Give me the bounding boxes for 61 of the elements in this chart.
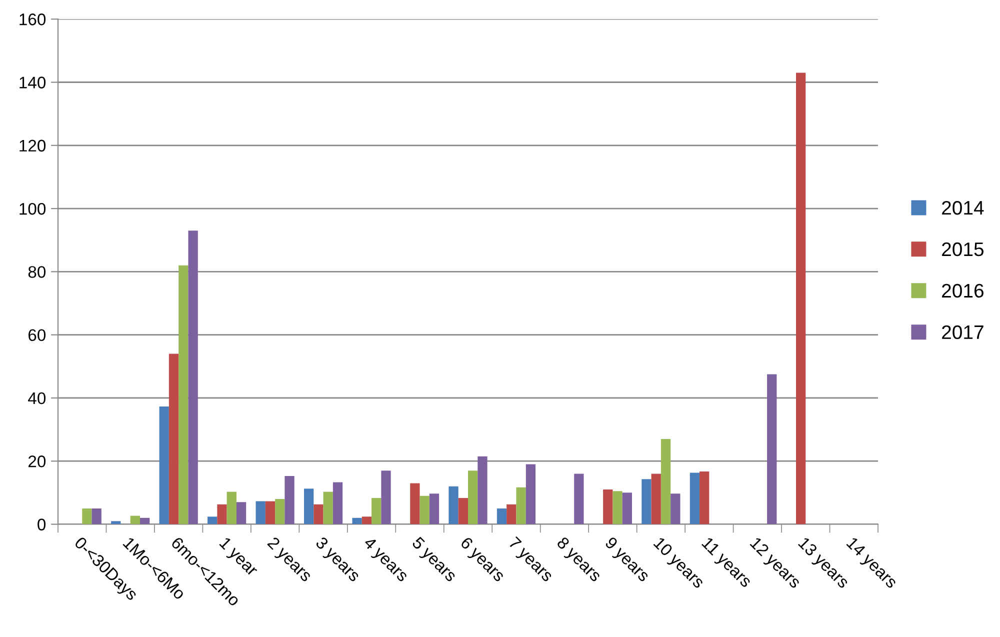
bar [82,508,92,524]
bar [159,406,169,524]
bar [574,474,584,524]
bar [178,265,188,524]
bar [448,486,458,524]
legend-label: 2016 [942,284,984,298]
bar [265,501,276,524]
bar [352,518,362,524]
bar [651,474,661,524]
bar [612,491,622,524]
bar [381,470,391,524]
bar [208,516,218,524]
legend-label: 2015 [942,242,984,256]
y-tick-label: 160 [20,14,46,26]
y-tick-label: 80 [28,266,46,278]
bar [111,521,121,524]
y-tick-label: 140 [20,76,46,88]
bar [516,487,526,524]
bar [603,490,613,524]
bar [458,498,468,524]
bar [796,72,806,524]
y-tick-label: 20 [28,456,46,468]
bar [314,504,324,524]
bar [420,496,430,524]
bar [226,492,236,524]
bar [140,518,150,524]
legend-label: 2017 [942,325,984,340]
bar [468,470,478,524]
bar [478,456,488,524]
bar [700,472,710,524]
bar [362,516,372,524]
bar [767,374,777,524]
bar [372,498,382,524]
bar [168,354,179,524]
bar [304,488,314,524]
y-tick-label: 100 [20,202,46,215]
bar [670,494,680,524]
bar [130,516,140,524]
y-tick-label: 40 [28,392,46,404]
bar [256,501,266,524]
bar [622,492,632,524]
bar [690,472,700,524]
bar [284,476,294,524]
bar [217,504,227,524]
bar [323,492,333,524]
bar [236,502,246,524]
bar [429,494,440,524]
bar [332,482,343,524]
bar [642,479,652,524]
y-tick-label: 0 [38,518,46,530]
bar [660,439,671,524]
bar [275,498,285,524]
bar [188,230,198,524]
bar [410,483,420,524]
bar [496,508,507,524]
y-tick-label: 60 [28,329,46,342]
legend-label: 2014 [942,200,984,215]
bar [506,504,516,524]
y-tick-label: 120 [20,140,46,152]
bar [526,464,536,524]
bar [92,508,102,524]
